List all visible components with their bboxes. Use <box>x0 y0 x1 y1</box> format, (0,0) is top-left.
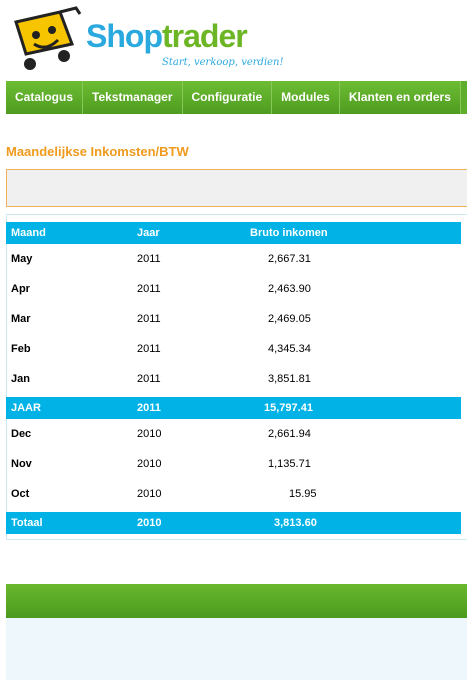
filter-panel <box>6 169 467 207</box>
header-year: Jaar <box>137 227 160 239</box>
table-row: Nov 2010 1,135.71 <box>6 449 461 479</box>
cell-month: Mar <box>11 313 31 325</box>
cell-month: Oct <box>11 488 30 500</box>
cell-gross: 2,661.94 <box>268 428 311 440</box>
cell-gross: 2,667.31 <box>268 253 311 265</box>
brand-tagline: Start, verkoop, verdien! <box>162 57 284 68</box>
shoptrader-logo[interactable]: Shoptrader Start, verkoop, verdien! <box>6 2 286 74</box>
footer-area <box>6 618 467 680</box>
subtotal-label: JAAR <box>11 402 41 414</box>
cell-gross: 4,345.34 <box>268 343 311 355</box>
cell-gross: 2,463.90 <box>268 283 311 295</box>
footer-bar <box>6 584 467 618</box>
subtotal-gross: 15,797.41 <box>264 402 313 414</box>
table-subtotal-row: JAAR 2011 15,797.41 <box>6 397 461 419</box>
table-row: Oct 2010 15.95 <box>6 479 461 509</box>
page-title: Maandelijkse Inkomsten/BTW <box>6 144 189 159</box>
header-month: Maand <box>11 227 46 239</box>
cell-month: Jan <box>11 373 30 385</box>
cell-month: Feb <box>11 343 31 355</box>
table-row: May 2011 2,667.31 <box>6 244 461 274</box>
nav-catalogus[interactable]: Catalogus <box>6 81 84 114</box>
cell-month: Apr <box>11 283 30 295</box>
table-row: Apr 2011 2,463.90 <box>6 274 461 304</box>
shopping-cart-icon <box>14 6 82 70</box>
cell-year: 2011 <box>137 313 161 325</box>
nav-klanten-en-orders[interactable]: Klanten en orders <box>339 81 461 114</box>
subtotal-year: 2011 <box>137 402 161 414</box>
table-row: Jan 2011 3,851.81 <box>6 364 461 394</box>
total-label: Totaal <box>11 517 43 529</box>
cell-year: 2010 <box>137 428 162 440</box>
cell-year: 2011 <box>137 373 161 385</box>
total-year: 2010 <box>137 517 162 529</box>
brand-part1: Shop <box>86 18 163 54</box>
nav-tekstmanager[interactable]: Tekstmanager <box>83 81 183 114</box>
cell-year: 2011 <box>137 283 161 295</box>
cell-gross: 2,469.05 <box>268 313 311 325</box>
cell-month: Dec <box>11 428 32 440</box>
nav-modules[interactable]: Modules <box>272 81 340 114</box>
cell-gross: 3,851.81 <box>268 373 311 385</box>
table-total-row: Totaal 2010 3,813.60 <box>6 512 461 534</box>
cell-year: 2010 <box>137 488 162 500</box>
nav-configuratie[interactable]: Configuratie <box>182 81 273 114</box>
main-nav: Catalogus Tekstmanager Configuratie Modu… <box>6 81 467 114</box>
brand-part2: trader <box>161 18 248 54</box>
cell-year: 2011 <box>137 343 161 355</box>
cell-gross: 1,135.71 <box>268 458 311 470</box>
table-row: Mar 2011 2,469.05 <box>6 304 461 334</box>
table-header: Maand Jaar Bruto inkomen <box>6 222 461 244</box>
total-gross: 3,813.60 <box>274 517 317 529</box>
cell-gross: 15.95 <box>289 488 317 500</box>
cell-month: Nov <box>11 458 32 470</box>
table-row: Dec 2010 2,661.94 <box>6 419 461 449</box>
income-table <box>6 214 467 540</box>
header-gross: Bruto inkomen <box>250 227 328 239</box>
table-row: Feb 2011 4,345.34 <box>6 334 461 364</box>
brand-name: Shoptrader <box>86 18 248 55</box>
cell-month: May <box>11 253 33 265</box>
cell-year: 2011 <box>137 253 161 265</box>
cell-year: 2010 <box>137 458 162 470</box>
